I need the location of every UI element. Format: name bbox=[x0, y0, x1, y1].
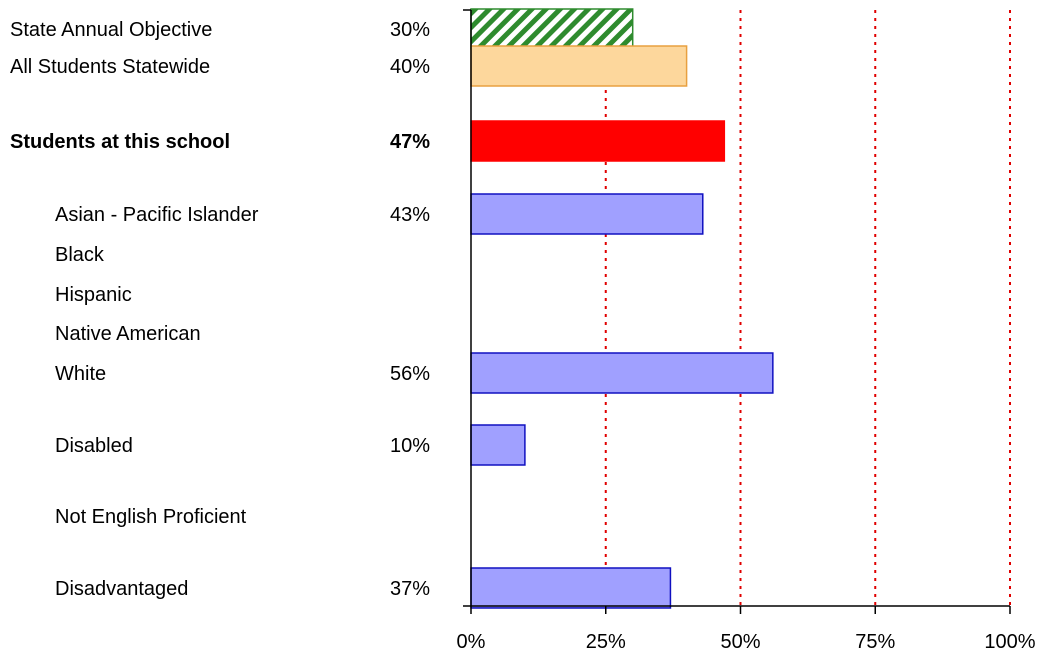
bar-all-students-statewide bbox=[470, 45, 688, 87]
row-label: Hispanic bbox=[55, 284, 132, 306]
bar-state-annual-objective bbox=[470, 8, 634, 50]
value-label: 37% bbox=[390, 578, 430, 600]
row-label: Students at this school bbox=[10, 131, 230, 153]
value-label: 47% bbox=[390, 131, 430, 153]
row-label: Not English Proficient bbox=[55, 506, 247, 528]
value-label: 56% bbox=[390, 363, 430, 385]
x-tick-label: 100% bbox=[984, 631, 1035, 653]
value-label: 40% bbox=[390, 56, 430, 78]
x-tick-label: 50% bbox=[720, 631, 760, 653]
axes: 0% 25% 50% 75% 100% bbox=[457, 9, 1036, 653]
bar-asian-pacific-islander bbox=[470, 193, 704, 235]
value-label: 30% bbox=[390, 19, 430, 41]
value-label: 43% bbox=[390, 204, 430, 226]
row-label: White bbox=[55, 363, 106, 385]
row-label: All Students Statewide bbox=[10, 56, 210, 78]
row-label: Disabled bbox=[55, 435, 133, 457]
row-label: Disadvantaged bbox=[55, 578, 188, 600]
bar-disabled bbox=[470, 424, 526, 466]
row-label: State Annual Objective bbox=[10, 19, 212, 41]
row-label: Black bbox=[55, 244, 105, 266]
value-label: 10% bbox=[390, 435, 430, 457]
gridlines bbox=[604, 10, 1011, 606]
bars bbox=[470, 8, 774, 609]
row-labels: State Annual Objective 30% All Students St… bbox=[10, 19, 430, 600]
x-tick-label: 25% bbox=[586, 631, 626, 653]
bar-white bbox=[470, 352, 774, 394]
row-label: Asian - Pacific Islander bbox=[55, 204, 259, 226]
x-tick-label: 0% bbox=[457, 631, 486, 653]
bar-disadvantaged bbox=[470, 567, 672, 609]
x-tick-label: 75% bbox=[855, 631, 895, 653]
bar-students-at-this-school bbox=[470, 120, 726, 162]
row-label: Native American bbox=[55, 323, 201, 345]
